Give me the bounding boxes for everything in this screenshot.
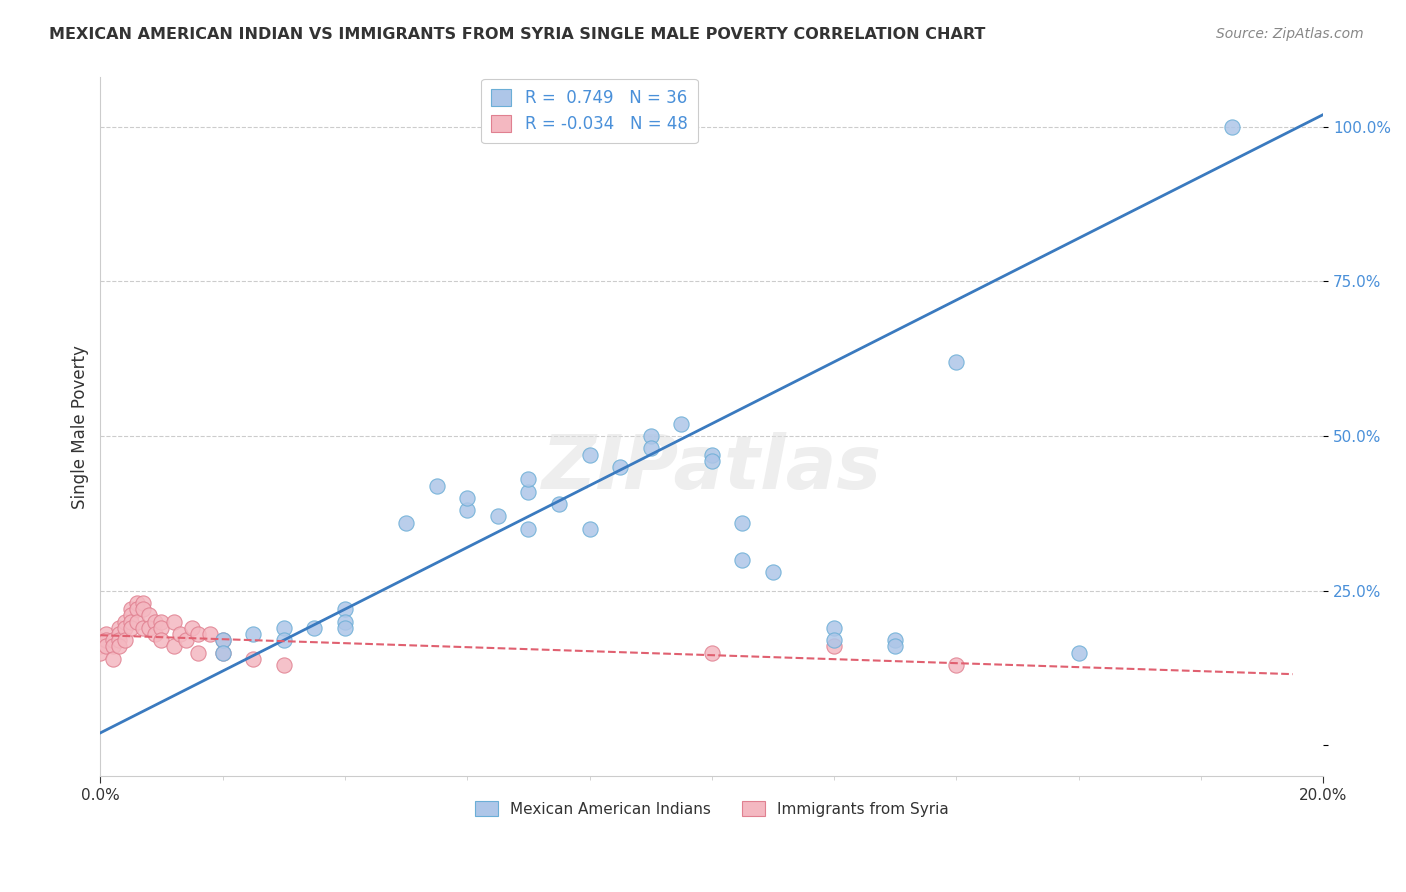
Point <box>486 509 509 524</box>
Point <box>114 621 136 635</box>
Point <box>731 516 754 530</box>
Point <box>120 608 142 623</box>
Point <box>211 646 233 660</box>
Point <box>114 633 136 648</box>
Point <box>578 448 600 462</box>
Point <box>107 627 129 641</box>
Point <box>273 657 295 672</box>
Point <box>945 657 967 672</box>
Point <box>640 429 662 443</box>
Point <box>125 602 148 616</box>
Point <box>517 522 540 536</box>
Point <box>132 602 155 616</box>
Point <box>89 646 111 660</box>
Point <box>1220 120 1243 134</box>
Point <box>150 615 173 629</box>
Point <box>89 640 111 654</box>
Point <box>96 633 118 648</box>
Point <box>700 454 723 468</box>
Point <box>884 633 907 648</box>
Point <box>700 646 723 660</box>
Point <box>101 633 124 648</box>
Legend: Mexican American Indians, Immigrants from Syria: Mexican American Indians, Immigrants fro… <box>467 793 956 824</box>
Point <box>107 640 129 654</box>
Point <box>731 553 754 567</box>
Point <box>823 633 845 648</box>
Point <box>96 627 118 641</box>
Point <box>181 621 204 635</box>
Point <box>609 460 631 475</box>
Point <box>211 646 233 660</box>
Point <box>89 633 111 648</box>
Point <box>242 651 264 665</box>
Point <box>548 497 571 511</box>
Point <box>762 565 785 579</box>
Point <box>120 602 142 616</box>
Point <box>145 615 167 629</box>
Point <box>211 633 233 648</box>
Point <box>187 646 209 660</box>
Point <box>125 596 148 610</box>
Point <box>125 615 148 629</box>
Point <box>578 522 600 536</box>
Point <box>169 627 191 641</box>
Point <box>700 448 723 462</box>
Point <box>163 640 186 654</box>
Point <box>163 615 186 629</box>
Point <box>671 417 693 431</box>
Y-axis label: Single Male Poverty: Single Male Poverty <box>72 345 89 508</box>
Point <box>426 478 449 492</box>
Point <box>138 621 160 635</box>
Point <box>884 640 907 654</box>
Point <box>114 615 136 629</box>
Point <box>150 621 173 635</box>
Point <box>200 627 222 641</box>
Point <box>120 621 142 635</box>
Point <box>456 503 478 517</box>
Point <box>96 640 118 654</box>
Point <box>150 633 173 648</box>
Point <box>640 442 662 456</box>
Point <box>120 615 142 629</box>
Point <box>187 627 209 641</box>
Point <box>1067 646 1090 660</box>
Point <box>132 621 155 635</box>
Point <box>101 640 124 654</box>
Point <box>945 355 967 369</box>
Point <box>333 615 356 629</box>
Point <box>145 627 167 641</box>
Point <box>333 621 356 635</box>
Point <box>132 596 155 610</box>
Point <box>304 621 326 635</box>
Point <box>242 627 264 641</box>
Text: ZIPatlas: ZIPatlas <box>541 433 882 505</box>
Point <box>395 516 418 530</box>
Point <box>517 484 540 499</box>
Point <box>273 621 295 635</box>
Point <box>333 602 356 616</box>
Point <box>273 633 295 648</box>
Text: Source: ZipAtlas.com: Source: ZipAtlas.com <box>1216 27 1364 41</box>
Point <box>517 472 540 486</box>
Point <box>174 633 197 648</box>
Point <box>107 633 129 648</box>
Point <box>138 608 160 623</box>
Point <box>101 651 124 665</box>
Point <box>823 640 845 654</box>
Point <box>823 621 845 635</box>
Point <box>107 621 129 635</box>
Point <box>211 633 233 648</box>
Point <box>456 491 478 505</box>
Text: MEXICAN AMERICAN INDIAN VS IMMIGRANTS FROM SYRIA SINGLE MALE POVERTY CORRELATION: MEXICAN AMERICAN INDIAN VS IMMIGRANTS FR… <box>49 27 986 42</box>
